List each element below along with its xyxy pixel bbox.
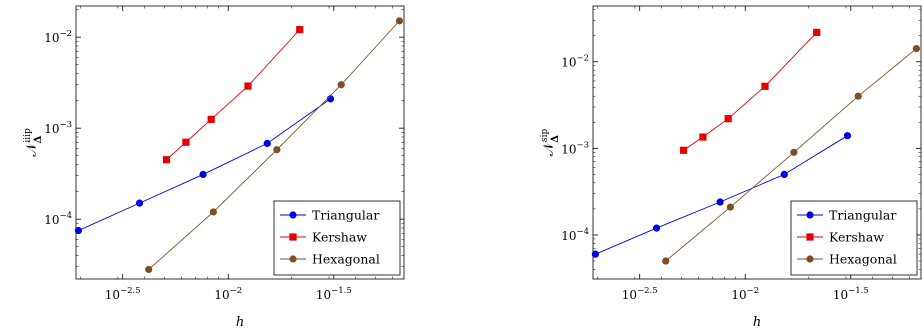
data-point	[843, 132, 852, 140]
legend: Triangular Kershaw Hexagonal	[273, 200, 401, 276]
data-point	[326, 95, 335, 103]
data-point	[182, 138, 190, 146]
data-point	[813, 28, 821, 37]
legend-label: Hexagonal	[829, 252, 897, 267]
x-tick-label: 10−2	[731, 286, 759, 302]
series-hexagonal	[662, 44, 921, 265]
data-point	[912, 44, 921, 53]
legend-label: Triangular	[829, 208, 896, 223]
y-tick-label: 10−2	[44, 29, 72, 45]
y-tick-label: 10−4	[44, 211, 72, 227]
plot-frame	[592, 5, 922, 280]
legend-label: Kershaw	[312, 230, 367, 245]
legend-item: Kershaw	[280, 230, 367, 245]
legend-label: Triangular	[312, 208, 379, 223]
data-point	[145, 265, 153, 274]
y-axis-label: 𝒩Δiiip	[23, 128, 44, 157]
series-hexagonal	[145, 17, 404, 274]
left-chart: 10−2.5 10−2 10−1.5 10−4 10−3 10−2 h 𝒩Δiiip Trian…	[23, 5, 405, 330]
legend-item: Hexagonal	[797, 252, 897, 267]
x-axis-label: h	[753, 315, 761, 330]
data-point	[244, 82, 252, 90]
legend-item: Triangular	[797, 208, 896, 223]
x-tick-label: 10−1.5	[316, 286, 352, 302]
x-tick-label: 10−2	[214, 286, 242, 302]
legend-marker	[806, 255, 814, 263]
data-point	[207, 115, 215, 123]
legend-marker	[806, 233, 814, 241]
series-kershaw	[679, 28, 821, 154]
y-axis-label: 𝒩Δsip	[540, 129, 561, 157]
legend-marker	[289, 233, 297, 241]
data-point	[135, 199, 144, 207]
x-axis-label: h	[236, 315, 244, 330]
legend-item: Triangular	[280, 208, 379, 223]
legend-label: Hexagonal	[312, 252, 380, 267]
data-point	[337, 81, 345, 89]
data-point	[395, 17, 404, 25]
data-point	[652, 224, 661, 232]
right-chart: 10−2.5 10−2 10−1.5 10−4 10−3 10−2 h 𝒩Δsip Triang…	[540, 5, 922, 330]
data-point	[854, 92, 862, 100]
data-point	[162, 156, 171, 164]
data-point	[761, 82, 769, 90]
legend-item: Kershaw	[797, 230, 884, 245]
data-point	[679, 146, 688, 154]
data-point	[724, 115, 732, 123]
legend-marker	[289, 211, 297, 219]
data-point	[273, 146, 281, 154]
series-triangular	[591, 132, 852, 258]
legend-item: Hexagonal	[280, 252, 380, 267]
minor-ticks	[593, 6, 921, 279]
data-point	[209, 208, 217, 216]
data-point	[726, 203, 734, 211]
legend-marker	[289, 255, 297, 263]
data-point	[780, 170, 788, 179]
x-tick-label: 10−2.5	[105, 286, 141, 302]
legend-label: Kershaw	[829, 230, 884, 245]
data-point	[790, 148, 798, 156]
data-point	[591, 250, 599, 258]
y-tick-label: 10−3	[561, 140, 589, 156]
data-point	[699, 133, 707, 141]
data-point	[716, 198, 724, 206]
data-point	[296, 26, 304, 34]
data-point	[74, 226, 82, 235]
y-tick-label: 10−2	[561, 54, 589, 70]
series-kershaw	[162, 26, 304, 164]
y-tick-label: 10−4	[561, 227, 589, 243]
data-point	[662, 257, 670, 265]
data-point	[199, 170, 207, 179]
y-tick-label: 10−3	[44, 120, 72, 136]
x-tick-label: 10−1.5	[833, 286, 869, 302]
legend-marker	[806, 211, 814, 219]
series-line	[683, 32, 818, 151]
x-tick-label: 10−2.5	[622, 286, 658, 302]
legend: Triangular Kershaw Hexagonal	[790, 200, 918, 276]
data-point	[263, 139, 271, 148]
